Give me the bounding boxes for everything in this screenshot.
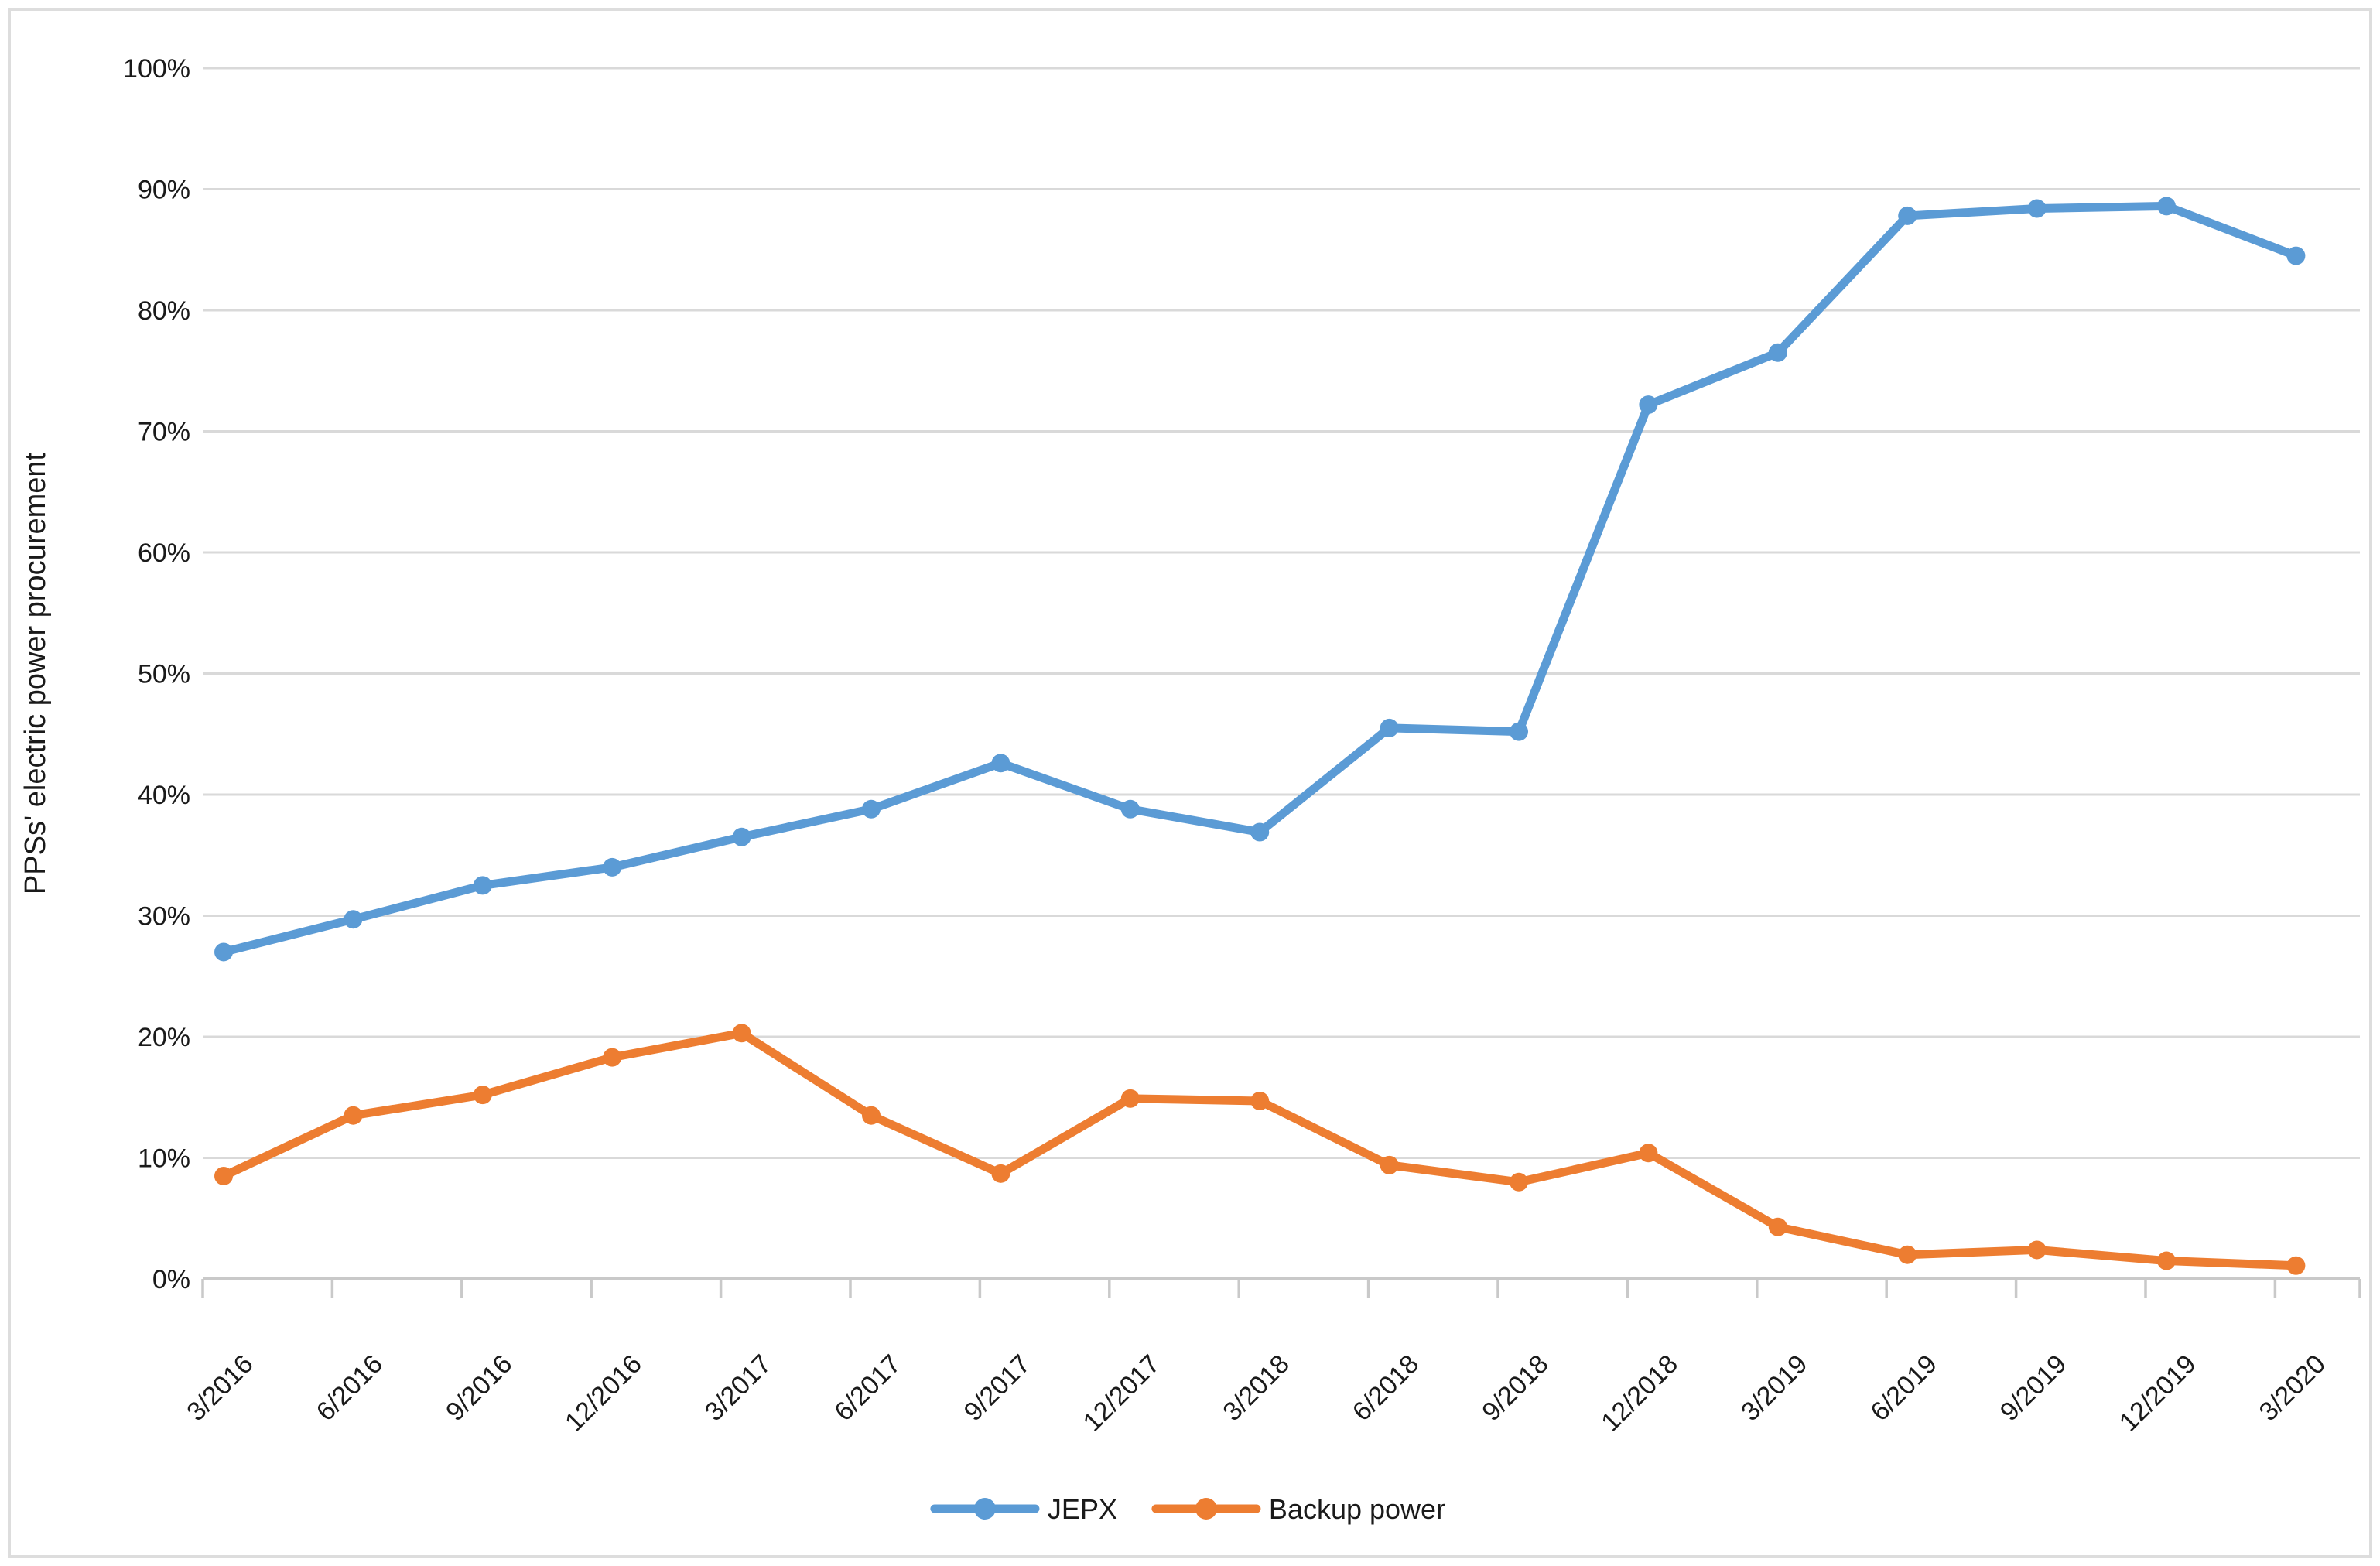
backup-power-marker <box>2157 1251 2176 1270</box>
y-axis-title: PPSs' electric power procurement <box>19 452 52 894</box>
backup-power-marker <box>1120 1089 1140 1108</box>
y-tick-label: 20% <box>138 1023 190 1052</box>
y-tick-label: 50% <box>138 660 190 689</box>
backup-power-marker <box>1768 1217 1787 1236</box>
y-tick-label: 100% <box>123 54 190 84</box>
backup-power-marker <box>344 1106 363 1125</box>
y-tick-label: 70% <box>138 418 190 447</box>
backup-power-legend-marker-icon <box>1195 1498 1217 1520</box>
jepx-marker <box>1898 206 1917 225</box>
y-tick-label: 10% <box>138 1144 190 1174</box>
jepx-marker <box>1250 822 1270 842</box>
gridlines <box>203 67 2360 1159</box>
backup-power-marker <box>2027 1240 2047 1260</box>
y-tick-label: 0% <box>152 1265 190 1294</box>
backup-power-marker <box>473 1086 492 1105</box>
backup-power-marker <box>1898 1245 1917 1264</box>
y-tick-label: 60% <box>138 539 190 568</box>
jepx-marker <box>1639 395 1658 415</box>
jepx-marker <box>1120 799 1140 819</box>
backup-power-marker <box>214 1166 233 1185</box>
jepx-marker <box>2157 197 2176 216</box>
jepx-marker <box>862 799 881 819</box>
jepx-marker <box>603 857 622 877</box>
jepx-marker <box>2027 199 2047 218</box>
series-jepx <box>214 197 2306 962</box>
backup-power-marker <box>991 1164 1010 1183</box>
x-axis <box>201 1277 2361 1298</box>
jepx-marker <box>473 876 492 895</box>
series-backup-power <box>214 1024 2306 1275</box>
jepx-marker <box>991 754 1010 773</box>
jepx-marker <box>1380 718 1399 737</box>
jepx-marker <box>214 942 233 962</box>
backup-power-marker <box>2286 1256 2306 1275</box>
legend: JEPX Backup power <box>930 1493 1445 1525</box>
legend-item-jepx: JEPX <box>930 1493 1117 1525</box>
jepx-marker <box>1510 722 1528 741</box>
chart-border <box>8 8 2372 1558</box>
jepx-legend-marker-icon <box>973 1498 996 1520</box>
jepx-marker <box>344 910 363 929</box>
backup-power-marker <box>862 1106 881 1125</box>
y-tick-label: 90% <box>138 176 190 205</box>
jepx-marker <box>2286 246 2306 265</box>
backup-power-marker <box>732 1024 751 1043</box>
legend-label-backup-power: Backup power <box>1269 1493 1445 1525</box>
backup-power-marker <box>1510 1172 1528 1192</box>
backup-power-marker <box>603 1048 622 1067</box>
jepx-marker <box>1768 343 1787 362</box>
jepx-marker <box>732 827 751 846</box>
backup-power-marker <box>1639 1144 1658 1163</box>
legend-label-jepx: JEPX <box>1048 1493 1117 1525</box>
backup-power-marker <box>1380 1155 1399 1174</box>
backup-power-marker <box>1250 1091 1270 1110</box>
y-tick-label: 40% <box>138 781 190 810</box>
y-tick-label: 80% <box>138 296 190 326</box>
legend-item-backup-power: Backup power <box>1151 1493 1445 1525</box>
y-tick-label: 30% <box>138 902 190 932</box>
y-axis-labels: 0% 10% 20% 30% 40% 50% 60% 70% 80% 90% 100% <box>123 54 190 1294</box>
